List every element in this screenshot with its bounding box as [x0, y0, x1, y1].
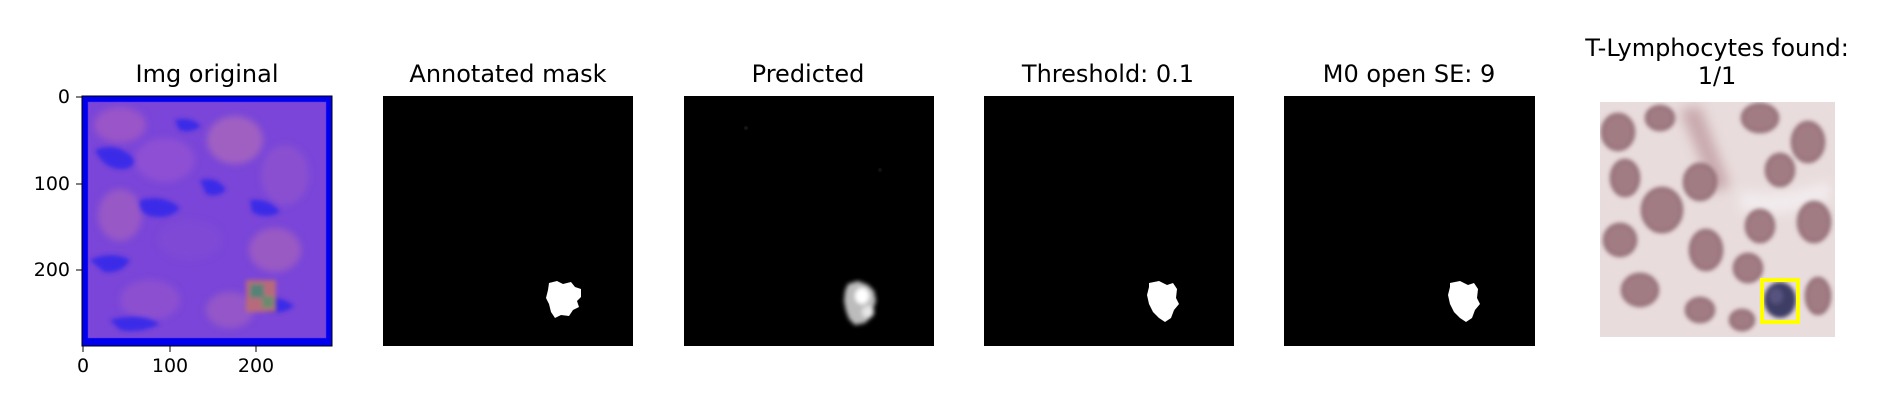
prediction-blob	[844, 281, 876, 325]
panel-threshold: Threshold: 0.1	[984, 60, 1234, 346]
y-tick-label: 100	[34, 173, 70, 195]
axes-frame	[81, 95, 333, 347]
panel-title: T-Lymphocytes found:	[1584, 34, 1849, 62]
panel-annotated-mask: Annotated mask	[383, 60, 633, 346]
panel-img-original: Img original	[34, 60, 333, 377]
panel-morph-open: M0 open SE: 9	[1284, 60, 1535, 346]
y-axis: 0 100 200	[34, 86, 82, 281]
panel-title: Predicted	[752, 60, 865, 88]
mask-image	[383, 96, 633, 346]
detection-box	[1760, 278, 1800, 324]
panel-title: Threshold: 0.1	[1021, 60, 1194, 88]
x-tick-label: 0	[77, 355, 89, 377]
threshold-image	[984, 96, 1234, 346]
prediction-image	[684, 96, 934, 346]
x-tick-label: 200	[238, 355, 274, 377]
original-image	[82, 96, 332, 346]
x-tick-label: 100	[152, 355, 188, 377]
morph-image	[1284, 96, 1535, 346]
panel-title: M0 open SE: 9	[1323, 60, 1496, 88]
mask-blob	[546, 281, 581, 318]
tissue-image	[1600, 102, 1835, 337]
detection-count: 1/1	[1698, 62, 1737, 90]
y-tick-label: 0	[58, 86, 70, 108]
panel-title: Annotated mask	[409, 60, 606, 88]
y-tick-label: 200	[34, 259, 70, 281]
panel-title: Img original	[135, 60, 278, 88]
threshold-blob	[1147, 281, 1179, 322]
morph-blob	[1448, 281, 1480, 322]
x-axis: 0 100 200	[77, 346, 274, 377]
panel-predicted: Predicted	[684, 60, 934, 346]
panel-detections: T-Lymphocytes found: 1/1	[1584, 34, 1849, 337]
